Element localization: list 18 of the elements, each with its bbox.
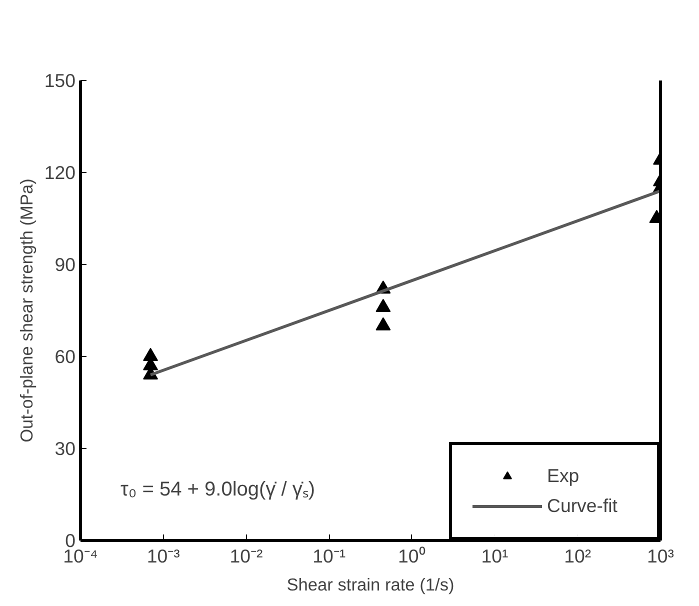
x-tick-label: 10³ xyxy=(647,546,674,566)
x-tick-label: 10⁻² xyxy=(230,546,263,566)
x-tick-label: 10⁰ xyxy=(398,546,426,566)
legend-label: Exp xyxy=(547,465,580,487)
legend-label: Curve-fit xyxy=(547,495,618,517)
y-axis-title: Out-of-plane shear strength (MPa) xyxy=(16,178,36,442)
x-tick-label: 10¹ xyxy=(481,546,508,566)
annotation: τ₀ = 54 + 9.0log(γ̇ / γ̇ₛ) xyxy=(120,478,316,500)
x-tick-label: 10² xyxy=(564,546,592,566)
x-tick-label: 10⁻¹ xyxy=(312,546,346,566)
y-tick-label: 90 xyxy=(54,254,76,275)
y-tick-label: 120 xyxy=(44,162,76,183)
y-tick-label: 60 xyxy=(54,346,76,367)
x-tick-label: 10⁻³ xyxy=(146,546,180,566)
y-tick-label: 30 xyxy=(54,438,76,459)
y-tick-label: 150 xyxy=(44,70,76,91)
y-tick-label: 0 xyxy=(65,530,76,551)
x-axis-title: Shear strain rate (1/s) xyxy=(286,574,454,594)
